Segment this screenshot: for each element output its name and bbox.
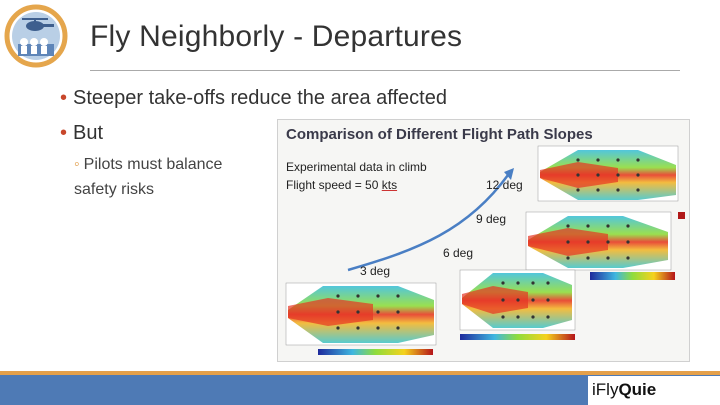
slope-label-3: 3 deg bbox=[360, 264, 391, 278]
page-title: Fly Neighborly - Departures bbox=[90, 20, 463, 53]
figure-info-line: Flight speed = 50 kts bbox=[286, 178, 397, 192]
bullet-marker: • bbox=[60, 122, 68, 144]
footer-brand-box bbox=[588, 376, 720, 405]
brand-mid: Fly bbox=[595, 380, 619, 399]
footer-brand: iFlyQuie bbox=[592, 380, 656, 400]
sub-bullet-item: ◦ Pilots must balance safety risks bbox=[74, 152, 264, 202]
slope-label-6: 6 deg bbox=[443, 246, 474, 260]
helicopter-logo-icon bbox=[4, 4, 68, 68]
sub-bullet-text: Pilots must balance safety risks bbox=[74, 156, 223, 198]
flight-speed-text: Flight speed = 50 bbox=[286, 178, 382, 192]
footer-accent-bar bbox=[0, 371, 720, 375]
figure-info-line: Experimental data in climb bbox=[286, 160, 427, 174]
bullet-text: Steeper take-offs reduce the area affect… bbox=[73, 87, 447, 109]
slope-label-9: 9 deg bbox=[476, 212, 507, 226]
contour-plots-graphic bbox=[285, 145, 685, 355]
bullet-marker: • bbox=[60, 87, 68, 109]
flight-path-comparison-figure: Comparison of Different Flight Path Slop… bbox=[277, 119, 690, 362]
bullet-item: • But bbox=[60, 122, 103, 145]
slope-label-12: 12 deg bbox=[486, 178, 523, 192]
brand-suffix: Quie bbox=[618, 380, 657, 399]
bullet-item: • Steeper take-offs reduce the area affec… bbox=[60, 87, 447, 110]
title-divider bbox=[90, 70, 680, 71]
sub-bullet-marker: ◦ bbox=[74, 156, 80, 173]
brand-prefix: i bbox=[592, 380, 596, 399]
bullet-text: But bbox=[73, 122, 104, 144]
figure-title: Comparison of Different Flight Path Slop… bbox=[286, 126, 593, 143]
flight-speed-unit: kts bbox=[381, 178, 398, 192]
